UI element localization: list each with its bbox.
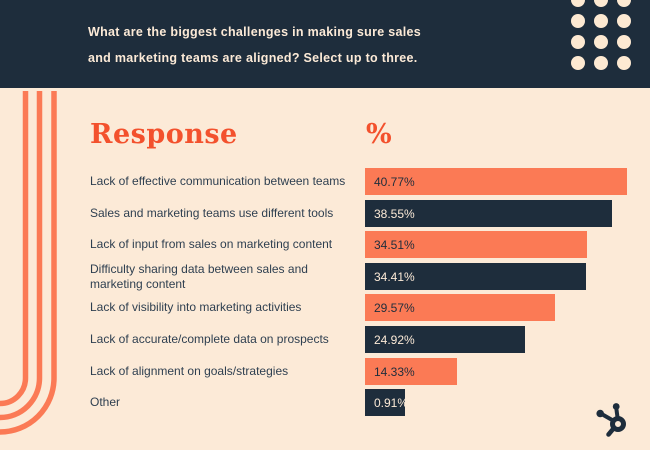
bar: 14.33% — [365, 358, 457, 385]
corner-stripes-decoration — [0, 91, 57, 435]
bar-value-label: 38.55% — [374, 206, 415, 221]
row-label: Lack of accurate/complete data on prospe… — [90, 332, 329, 347]
bar: 0.91% — [365, 389, 409, 416]
bar: 24.92% — [365, 326, 525, 353]
dot — [594, 35, 608, 49]
row-label: Lack of effective communication between … — [90, 174, 346, 189]
bar-value-label: 34.41% — [374, 269, 415, 284]
percent-column-header: % — [366, 119, 393, 150]
row-label: Sales and marketing teams use different … — [90, 206, 334, 221]
bar-value-label: 29.57% — [374, 300, 415, 315]
dot — [571, 0, 585, 7]
dot — [617, 0, 631, 7]
bar-value-label: 24.92% — [374, 332, 415, 347]
row-label: Difficulty sharing data between sales an… — [90, 262, 308, 291]
dot — [571, 35, 585, 49]
bar-value-label: 14.33% — [374, 364, 415, 379]
header-banner: What are the biggest challenges in makin… — [0, 0, 650, 88]
dots-decoration — [571, 0, 631, 70]
dot — [617, 14, 631, 28]
dot — [571, 14, 585, 28]
dot — [594, 56, 608, 70]
dot — [617, 35, 631, 49]
response-column-header: Response — [90, 119, 238, 150]
survey-question-line2: and marketing teams are aligned? Select … — [88, 51, 418, 65]
dot — [571, 56, 585, 70]
row-label: Other — [90, 395, 121, 410]
bar-value-label: 0.91% — [374, 395, 409, 410]
row-label: Lack of alignment on goals/strategies — [90, 364, 289, 379]
dot — [594, 14, 608, 28]
bar-value-label: 40.77% — [374, 174, 415, 189]
dot — [594, 0, 608, 7]
row-label: Lack of input from sales on marketing co… — [90, 237, 333, 252]
bar: 29.57% — [365, 294, 555, 321]
bar: 34.41% — [365, 263, 586, 290]
bar: 38.55% — [365, 200, 612, 227]
bar-value-label: 34.51% — [374, 237, 415, 252]
row-label: Lack of visibility into marketing activi… — [90, 300, 302, 315]
survey-question: What are the biggest challenges in makin… — [88, 19, 421, 71]
bar: 34.51% — [365, 231, 587, 258]
survey-question-line1: What are the biggest challenges in makin… — [88, 25, 422, 39]
hubspot-logo-icon — [596, 403, 626, 437]
bar: 40.77% — [365, 168, 627, 195]
dot — [617, 56, 631, 70]
